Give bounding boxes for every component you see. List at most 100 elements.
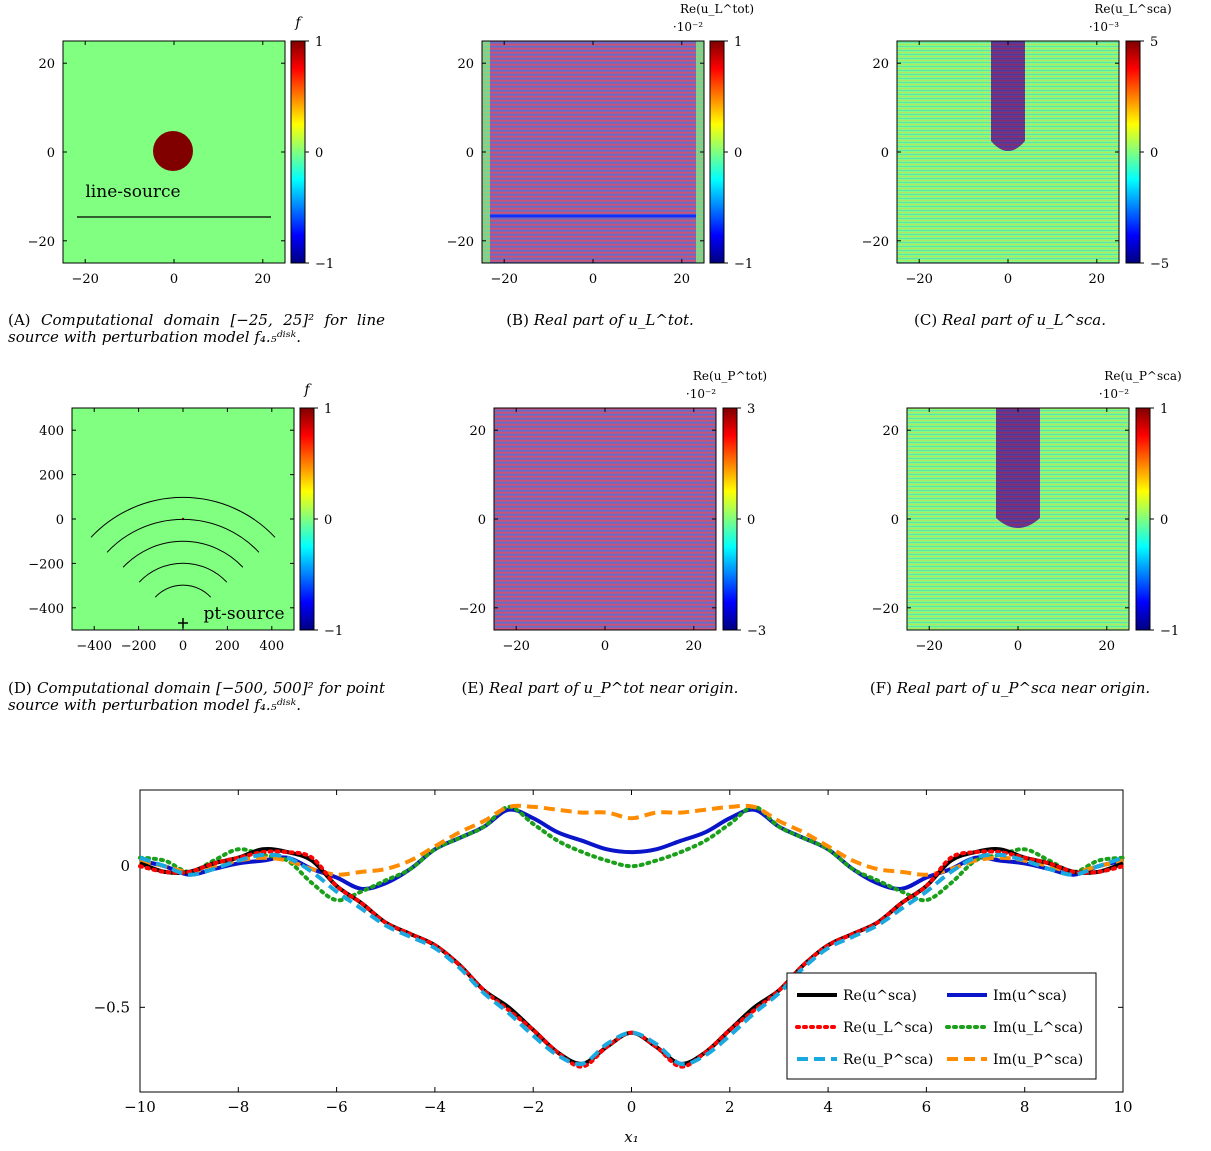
- colorbar: [1125, 40, 1141, 264]
- colorbar-tick-label: −1: [315, 257, 334, 272]
- wavefront-arc: [138, 562, 228, 583]
- y-tick-label: −0.5: [94, 998, 130, 1016]
- x-tick-label: −400: [76, 639, 112, 654]
- colorbar-title: Re(u_L^tot): [680, 2, 754, 16]
- y-tick-label: 400: [39, 424, 64, 439]
- y-tick-label: 20: [882, 424, 899, 439]
- x-tick-label: −10: [124, 1098, 156, 1116]
- colorbar-tick-label: 0: [734, 146, 742, 161]
- x-axis-label: x₁: [624, 1128, 638, 1146]
- pt-source-label: pt-source: [203, 604, 284, 624]
- legend-label: Re(u^sca): [843, 988, 917, 1004]
- y-tick-label: 20: [457, 57, 474, 72]
- y-tick-label: 200: [39, 469, 64, 484]
- x-tick-label: 20: [255, 272, 272, 287]
- legend-label: Re(u_L^sca): [843, 1020, 933, 1036]
- colorbar: [290, 40, 306, 264]
- x-tick-label: 200: [215, 639, 240, 654]
- x-tick-label: 0: [179, 639, 187, 654]
- colorbar: [709, 40, 725, 264]
- x-tick-label: −20: [915, 639, 942, 654]
- x-tick-label: 0: [170, 272, 178, 287]
- caption-text: Real part of u_P^tot near origin.: [488, 679, 739, 697]
- colorbar-scale: ·10⁻³: [1089, 20, 1119, 34]
- y-tick-label: −400: [28, 602, 64, 617]
- panel-c: −20 0 20 20 0 −20 5 0 −5 Re(u_L^sca) ·10⁻³: [862, 2, 1172, 287]
- x-tick-label: 6: [922, 1098, 932, 1116]
- caption-tag: (B): [506, 311, 529, 329]
- x-tick-label: −2: [522, 1098, 544, 1116]
- y-tick-label: −20: [862, 235, 889, 250]
- colorbar-tick-label: 1: [315, 35, 323, 50]
- caption-c: (C) Real part of u_L^sca.: [830, 312, 1190, 329]
- caption-tag: (A): [8, 311, 31, 329]
- caption-d: (D) Computational domain [−500, 500]² fo…: [8, 680, 385, 714]
- legend-label: Im(u^sca): [993, 988, 1067, 1004]
- colorbar-title: Re(u_P^sca): [1104, 369, 1181, 383]
- x-tick-label: 10: [1113, 1098, 1132, 1116]
- caption-text: Computational domain [−500, 500]² for po…: [8, 679, 385, 714]
- colorbar-tick-label: −1: [324, 624, 343, 639]
- wavefront-arc: [154, 584, 212, 598]
- series-line-4: [139, 852, 1124, 1067]
- caption-text: Real part of u_L^tot.: [533, 311, 694, 329]
- caption-tag: (E): [461, 679, 485, 697]
- series-line-3: [138, 804, 1125, 903]
- x-tick-label: 0: [627, 1098, 637, 1116]
- y-tick-label: 0: [466, 146, 474, 161]
- x-tick-label: −20: [502, 639, 529, 654]
- colorbar-tick-label: 0: [1160, 513, 1168, 528]
- y-tick-label: 0: [47, 146, 55, 161]
- colorbar-title: Re(u_P^tot): [693, 369, 767, 383]
- x-tick-label: −6: [326, 1098, 348, 1116]
- colorbar-scale: ·10⁻²: [673, 20, 703, 34]
- x-tick-label: −4: [424, 1098, 446, 1116]
- caption-tag: (D): [8, 679, 32, 697]
- y-tick-label: −200: [28, 557, 64, 572]
- y-tick-label: 20: [469, 424, 486, 439]
- legend-label: Im(u_P^sca): [993, 1052, 1083, 1068]
- x-tick-label: −8: [227, 1098, 249, 1116]
- x-tick-label: −200: [121, 639, 157, 654]
- colorbar-tick-label: −5: [1150, 257, 1169, 272]
- line-source-label: line-source: [85, 182, 180, 202]
- panel-a: line-source −20 0 20 20 0 −20 1 0 −1 f: [28, 15, 335, 287]
- x-tick-label: 0: [601, 639, 609, 654]
- colorbar: [1135, 407, 1151, 631]
- y-tick-label: 20: [872, 57, 889, 72]
- field-background: [494, 408, 716, 630]
- legend-box: [786, 972, 1097, 1080]
- y-tick-label: 0: [56, 513, 64, 528]
- legend-label: Re(u_P^sca): [843, 1052, 933, 1068]
- colorbar-tick-label: 3: [747, 402, 755, 417]
- colorbar-title: f: [294, 15, 303, 31]
- field-background: [482, 41, 704, 263]
- colorbar-title: Re(u_L^sca): [1094, 2, 1171, 16]
- caption-text: Real part of u_L^sca.: [941, 311, 1106, 329]
- x-tick-label: 20: [1089, 272, 1106, 287]
- colorbar-tick-label: −1: [1160, 624, 1179, 639]
- x-tick-label: 20: [1099, 639, 1116, 654]
- colorbar: [299, 407, 315, 631]
- x-tick-label: 2: [725, 1098, 735, 1116]
- wavefront-arc: [122, 540, 244, 568]
- x-tick-label: 8: [1020, 1098, 1030, 1116]
- y-tick-label: −20: [447, 235, 474, 250]
- colorbar-tick-label: 1: [1160, 402, 1168, 417]
- panel-b: −20 0 20 20 0 −20 1 0 −1 Re(u_L^tot) ·10⁻²: [447, 2, 755, 287]
- panel-f: −20 0 20 20 0 −20 1 0 −1 Re(u_P^sca) ·10⁻²: [872, 369, 1182, 654]
- wavefront-arc: [106, 518, 260, 553]
- x-tick-label: 20: [686, 639, 703, 654]
- colorbar-tick-label: 1: [734, 35, 742, 50]
- line-plot: −10 −8 −6 −4 −2 0 2 4 6 8 10 0 −0.5 x₁ Re(u^sca) Im(u^s…: [94, 789, 1133, 1146]
- colorbar-tick-label: 5: [1150, 35, 1158, 50]
- x-tick-label: −20: [905, 272, 932, 287]
- y-tick-label: 0: [120, 857, 130, 875]
- caption-f: (F) Real part of u_P^sca near origin.: [820, 680, 1200, 697]
- x-tick-label: −20: [490, 272, 517, 287]
- colorbar-tick-label: 1: [324, 402, 332, 417]
- colorbar-tick-label: 0: [747, 513, 755, 528]
- x-tick-label: 0: [1014, 639, 1022, 654]
- y-tick-label: −20: [459, 602, 486, 617]
